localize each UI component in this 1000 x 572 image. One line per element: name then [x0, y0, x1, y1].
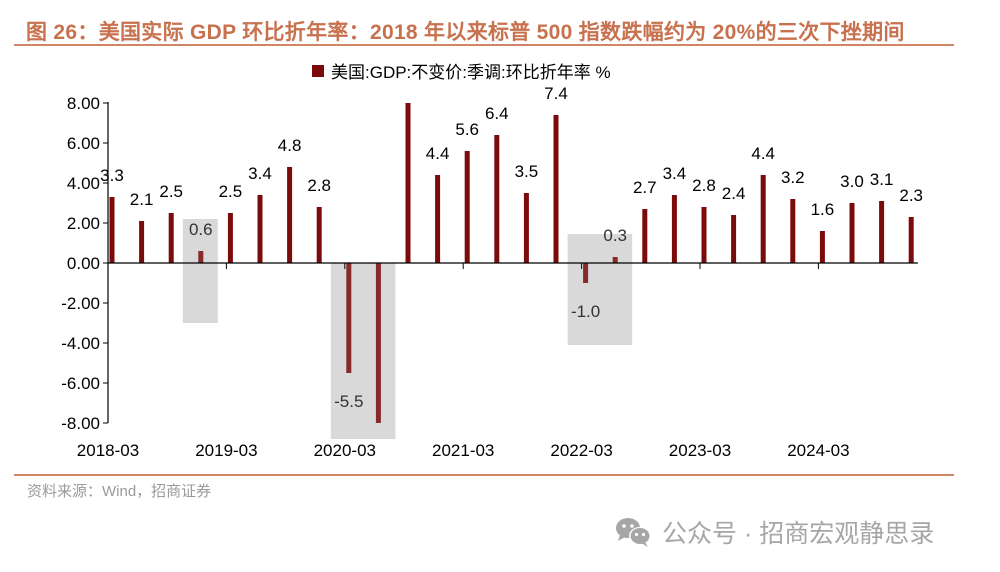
- bar-2024Q2: [849, 203, 855, 263]
- data-label-2020Q4: 4.4: [426, 144, 450, 163]
- y-tick-label: 6.00: [67, 134, 100, 153]
- data-label-2022Q3: 2.7: [633, 178, 657, 197]
- bar-2018Q2: [139, 221, 145, 263]
- watermark-text: 公众号 · 招商宏观静思录: [662, 520, 935, 548]
- bar-2020Q4: [435, 175, 441, 263]
- bar-2018Q3: [168, 213, 174, 263]
- bar-2018Q4: [198, 251, 204, 263]
- data-label-2023Q2: 2.4: [722, 184, 746, 203]
- bars: [109, 103, 914, 423]
- y-tick-label: 2.00: [67, 214, 100, 233]
- data-label-2020Q1: -5.5: [334, 392, 363, 411]
- x-tick-label: 2020-03: [314, 441, 376, 460]
- axes: [103, 102, 918, 424]
- shaded-period-2: [567, 234, 633, 345]
- figure-title: 图 26：美国实际 GDP 环比折年率：2018 年以来标普 500 指数跌幅约…: [26, 21, 905, 44]
- data-label-2022Q1: -1.0: [571, 302, 600, 321]
- bar-2019Q1: [227, 213, 233, 263]
- data-label-2018Q4: 0.6: [189, 220, 213, 239]
- bar-2020Q3: [405, 103, 411, 263]
- wechat-icon: [614, 515, 654, 549]
- watermark: 公众号 · 招商宏观静思录: [614, 514, 934, 550]
- x-tick-label: 2021-03: [432, 441, 494, 460]
- bar-2019Q4: [316, 207, 322, 263]
- data-label-2019Q3: 4.8: [278, 136, 302, 155]
- data-label-2021Q1: 5.6: [455, 120, 479, 139]
- x-tick-label: 2019-03: [195, 441, 257, 460]
- data-label-2023Q4: 3.2: [781, 168, 805, 187]
- y-tick-label: 0.00: [67, 254, 100, 273]
- data-label-2018Q3: 2.5: [159, 182, 183, 201]
- shaded-period-0: [182, 219, 218, 323]
- shaded-periods: [182, 219, 633, 439]
- data-label-2021Q4: 7.4: [544, 84, 568, 103]
- y-tick-label: -6.00: [61, 374, 100, 393]
- x-tick-label: 2018-03: [77, 441, 139, 460]
- bar-2021Q1: [464, 151, 470, 263]
- bar-2018Q1: [109, 197, 115, 263]
- shaded-period-1: [330, 263, 396, 439]
- bar-2020Q1: [346, 263, 352, 373]
- bar-2019Q3: [287, 167, 293, 263]
- legend: 美国:GDP:不变价:季调:环比折年率 %: [312, 63, 611, 82]
- x-tick-label: 2024-03: [787, 441, 849, 460]
- data-label-2024Q3: 3.1: [870, 170, 894, 189]
- bar-2023Q1: [701, 207, 707, 263]
- data-label-2019Q4: 2.8: [307, 176, 331, 195]
- bar-2022Q4: [671, 195, 677, 263]
- data-label-2019Q1: 2.5: [219, 182, 243, 201]
- data-label-2024Q1: 1.6: [811, 200, 835, 219]
- bar-2024Q1: [819, 231, 825, 263]
- data-label-2022Q4: 3.4: [663, 164, 687, 183]
- bar-2021Q3: [523, 193, 529, 263]
- bar-2023Q4: [790, 199, 796, 263]
- data-label-2024Q2: 3.0: [840, 172, 864, 191]
- data-label-2018Q1: 3.3: [100, 166, 124, 185]
- bar-2021Q2: [494, 135, 500, 263]
- footer-divider: [14, 474, 954, 476]
- bar-2024Q3: [879, 201, 885, 263]
- bar-2019Q2: [257, 195, 263, 263]
- title-divider: [14, 44, 954, 46]
- data-label-2023Q3: 4.4: [751, 144, 775, 163]
- y-tick-label: -2.00: [61, 294, 100, 313]
- legend-label: 美国:GDP:不变价:季调:环比折年率 %: [331, 63, 611, 82]
- legend-swatch: [312, 65, 324, 77]
- bar-2023Q3: [760, 175, 766, 263]
- data-label-2021Q3: 3.5: [515, 162, 539, 181]
- data-label-2019Q2: 3.4: [248, 164, 272, 183]
- data-label-2024Q4: 2.3: [899, 186, 923, 205]
- x-tick-label: 2023-03: [669, 441, 731, 460]
- bar-2023Q2: [731, 215, 737, 263]
- bar-2024Q4: [908, 217, 914, 263]
- y-tick-label: 8.00: [67, 94, 100, 113]
- bar-2022Q3: [642, 209, 648, 263]
- data-label-2021Q2: 6.4: [485, 104, 509, 123]
- x-tick-label: 2022-03: [550, 441, 612, 460]
- data-labels: 3.3 2.1 2.5 0.6 2.5 3.4 4.8 2.8 -5.5 4.4 5.6 6.4 3.5…: [100, 84, 923, 411]
- bar-2020Q2: [375, 263, 381, 423]
- source-note: 资料来源：Wind，招商证券: [27, 483, 212, 500]
- y-tick-label: -8.00: [61, 414, 100, 433]
- bar-2021Q4: [553, 115, 559, 263]
- data-label-2018Q2: 2.1: [130, 190, 154, 209]
- bar-2022Q1: [583, 263, 589, 283]
- y-tick-label: 4.00: [67, 174, 100, 193]
- bar-2022Q2: [612, 257, 618, 263]
- y-tick-label: -4.00: [61, 334, 100, 353]
- data-label-2023Q1: 2.8: [692, 176, 716, 195]
- gdp-bar-chart: 美国:GDP:不变价:季调:环比折年率 % 8.00 6.00 4.00 2.00 0.…: [61, 63, 923, 460]
- x-tick-labels: 2018-03 2019-03 2020-03 2021-03 2022-03 2023-…: [77, 441, 850, 460]
- y-tick-labels: 8.00 6.00 4.00 2.00 0.00 -2.00 -4.00 -6.00 -8.00: [61, 94, 100, 433]
- data-label-2022Q2: 0.3: [603, 226, 627, 245]
